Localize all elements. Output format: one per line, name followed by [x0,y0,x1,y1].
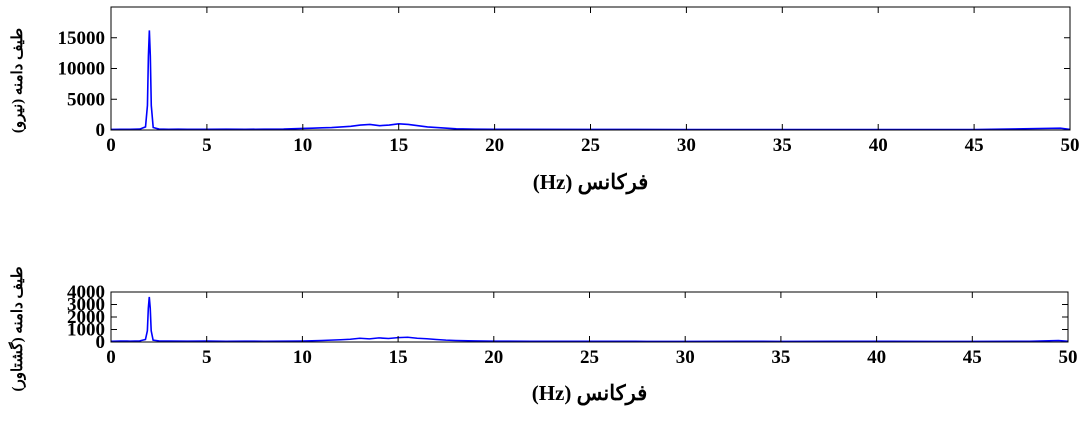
panel-1-xtick-label: 30 [676,347,695,368]
panel-1-ytick-label: 0 [96,332,106,353]
panel-0-series-line-0 [110,30,1071,131]
panel-1-xtick-label: 25 [580,347,599,368]
panel-0-ytick-label: 0 [96,120,106,141]
panel-1-xtick-label: 15 [389,347,408,368]
panel-0-ytick-label: 10000 [58,59,106,80]
panel-1-xtick-label: 40 [867,347,886,368]
panel-1-ytick-label: 4000 [67,282,105,303]
panel-1-xtick-label: 10 [293,347,312,368]
panel-1-xtick-label: 5 [202,347,212,368]
panel-0-xtick-label: 40 [869,135,888,156]
panel-1-xtick-label: 50 [1059,347,1078,368]
panel-0-xtick-label: 50 [1061,135,1080,156]
panel-1-xtick-label: 0 [106,347,116,368]
panel-1-ytick-label: 1000 [67,320,105,341]
panel-1-xtick-label: 35 [771,347,790,368]
panel-1-xtick-label: 45 [963,347,982,368]
panel-1-y-axis-label: طیف دامنه (گشتاور) [8,266,26,391]
panel-0-ytick-label: 15000 [58,28,106,49]
panel-1-ytick-label: 2000 [67,307,105,328]
panel-1-axes-box [110,291,1069,343]
panel-1-xtick-label: 20 [484,347,503,368]
panel-1-series-line-0 [110,296,1069,343]
panel-0-y-axis-label: طیف دامنه (نیرو) [10,28,26,133]
panel-1-ytick-label: 3000 [67,295,105,316]
panel-0-xtick-label: 10 [293,135,312,156]
panel-0-axes-box [110,6,1071,131]
top-panel-force-spectrum: 0 5 10 15 20 25 30 35 40 45 50 0 5000 10000 15000 فرکان… [10,6,1080,195]
panel-0-xtick-label: 25 [581,135,600,156]
panel-0-xtick-label: 45 [965,135,984,156]
panel-0-xtick-label: 0 [106,135,116,156]
panel-0-xtick-label: 35 [773,135,792,156]
panel-0-xtick-label: 15 [389,135,408,156]
panel-0-ytick-label: 5000 [67,89,105,110]
panel-0-x-axis-label: فرکانس (Hz) [533,170,649,195]
panel-1-x-axis-label: فرکانس (Hz) [532,381,648,406]
panel-0-xtick-label: 30 [677,135,696,156]
panel-0-xtick-label: 20 [485,135,504,156]
panel-0-xtick-label: 5 [202,135,212,156]
